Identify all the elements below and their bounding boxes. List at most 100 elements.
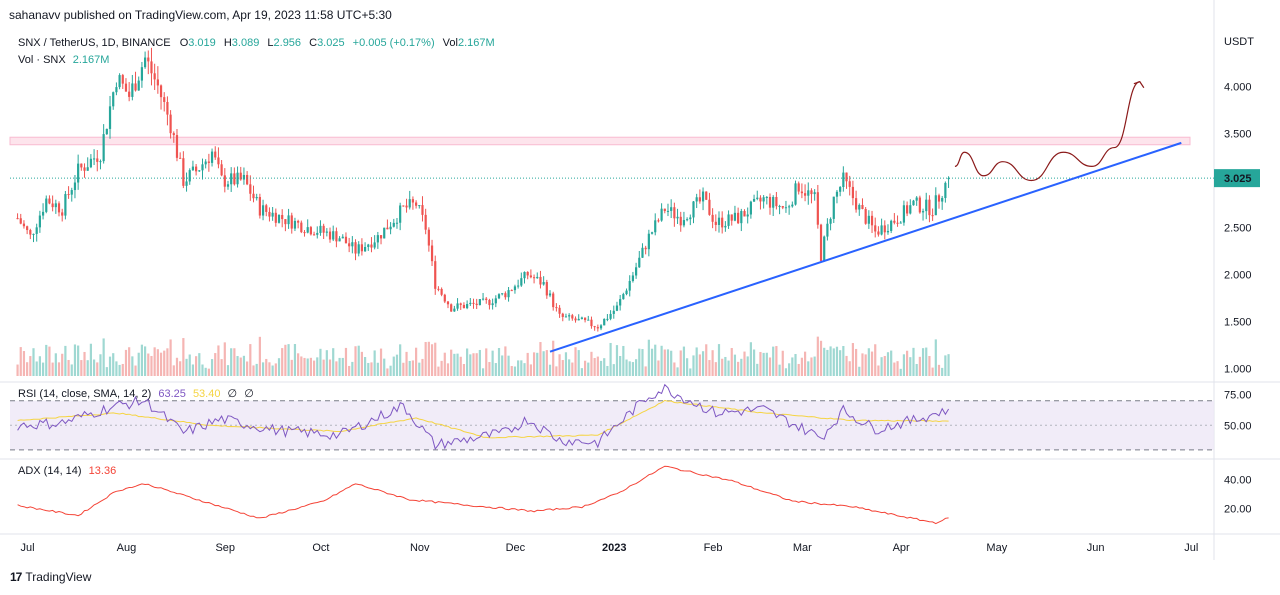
volume-bar — [619, 356, 622, 376]
candle-body — [835, 191, 839, 197]
volume-bar — [344, 347, 348, 376]
volume-bar — [909, 357, 912, 376]
candle-body — [816, 192, 819, 225]
volume-bar — [319, 348, 322, 376]
candle-body — [29, 230, 32, 235]
candle-body — [437, 288, 440, 290]
candle-body — [823, 236, 826, 261]
volume-bar — [112, 353, 115, 376]
rsi-sma-line — [17, 399, 949, 439]
candle-body — [475, 303, 478, 306]
volume-bar — [561, 360, 564, 376]
candle-body — [427, 229, 430, 246]
volume-bar — [328, 359, 332, 376]
candle-body — [797, 183, 800, 192]
volume-bar — [823, 347, 826, 376]
candle-body — [363, 247, 367, 252]
candle-body — [832, 196, 835, 219]
volume-bar — [784, 368, 788, 376]
candle-body — [415, 202, 418, 206]
candle-body — [102, 134, 105, 162]
footer: 17 TradingView — [10, 570, 91, 584]
candle-body — [864, 208, 867, 224]
candle-body — [676, 216, 679, 219]
volume-bar — [86, 360, 89, 376]
candle-body — [497, 294, 501, 299]
volume-bar — [22, 351, 26, 376]
candle-body — [70, 190, 73, 195]
candle-body — [399, 205, 402, 223]
candle-body — [673, 207, 676, 219]
volume-bar — [469, 354, 472, 376]
price-tick-label: 2.000 — [1224, 270, 1252, 282]
volume-bar — [749, 342, 752, 376]
candle-body — [134, 83, 137, 91]
candle-body — [921, 211, 925, 213]
volume-bar — [67, 359, 70, 376]
volume-bar — [169, 339, 172, 376]
volume-bar — [676, 367, 679, 376]
volume-bar — [96, 362, 99, 376]
volume-bar — [504, 346, 507, 376]
x-tick-label: Jun — [1087, 542, 1105, 554]
candle-body — [233, 173, 236, 185]
volume-bar — [641, 349, 644, 376]
volume-bar — [475, 353, 478, 376]
candle-body — [937, 195, 941, 202]
candle-body — [354, 242, 357, 254]
volume-bar — [249, 344, 252, 376]
volume-bar — [928, 356, 931, 376]
candle-body — [552, 293, 555, 308]
candle-body — [265, 205, 268, 212]
candle-body — [188, 170, 191, 182]
volume-bar — [944, 355, 947, 376]
candle-body — [137, 80, 140, 91]
price-tick-label: 3.500 — [1224, 128, 1252, 140]
volume-bar — [545, 350, 548, 376]
candle-body — [813, 192, 816, 195]
candle-body — [61, 212, 64, 216]
candle-body — [392, 222, 395, 227]
volume-bar — [191, 364, 195, 376]
legend-symbol: SNX / TetherUS, 1D, BINANCE — [18, 37, 171, 49]
candle-body — [568, 315, 571, 317]
candle-body — [851, 186, 855, 199]
volume-bar — [714, 362, 717, 376]
candle-body — [622, 294, 625, 300]
price-tick-label: 4.000 — [1224, 81, 1252, 93]
volume-bar — [816, 336, 819, 376]
volume-bar — [230, 348, 233, 376]
candle-body — [874, 225, 877, 232]
candle-body — [83, 167, 86, 171]
candle-body — [686, 219, 689, 221]
candle-body — [351, 242, 354, 247]
volume-bar — [542, 351, 545, 376]
candle-body — [692, 201, 695, 218]
candle-body — [210, 151, 214, 163]
candle-body — [287, 215, 290, 225]
volume-bar — [842, 345, 845, 376]
volume-bar — [140, 344, 144, 376]
volume-bar — [568, 359, 571, 376]
candle-body — [466, 304, 469, 309]
resistance-zone-rect — [9, 136, 1191, 146]
volume-bar — [312, 360, 316, 376]
candle-body — [695, 197, 698, 202]
candle-body — [96, 158, 99, 162]
volume-bar — [778, 364, 781, 376]
volume-bar — [880, 357, 883, 376]
candle-body — [934, 195, 937, 216]
candle-body — [606, 318, 609, 320]
candle-body — [434, 261, 437, 289]
volume-bar — [730, 348, 733, 376]
volume-bar — [854, 348, 858, 376]
volume-bar — [252, 365, 255, 376]
candle-body — [322, 225, 325, 233]
candle-body — [309, 227, 312, 235]
candle-body — [191, 166, 195, 171]
volume-bar — [175, 357, 179, 376]
candle-body — [440, 288, 443, 295]
volume-bar — [762, 352, 765, 376]
volume-bar — [689, 368, 692, 376]
